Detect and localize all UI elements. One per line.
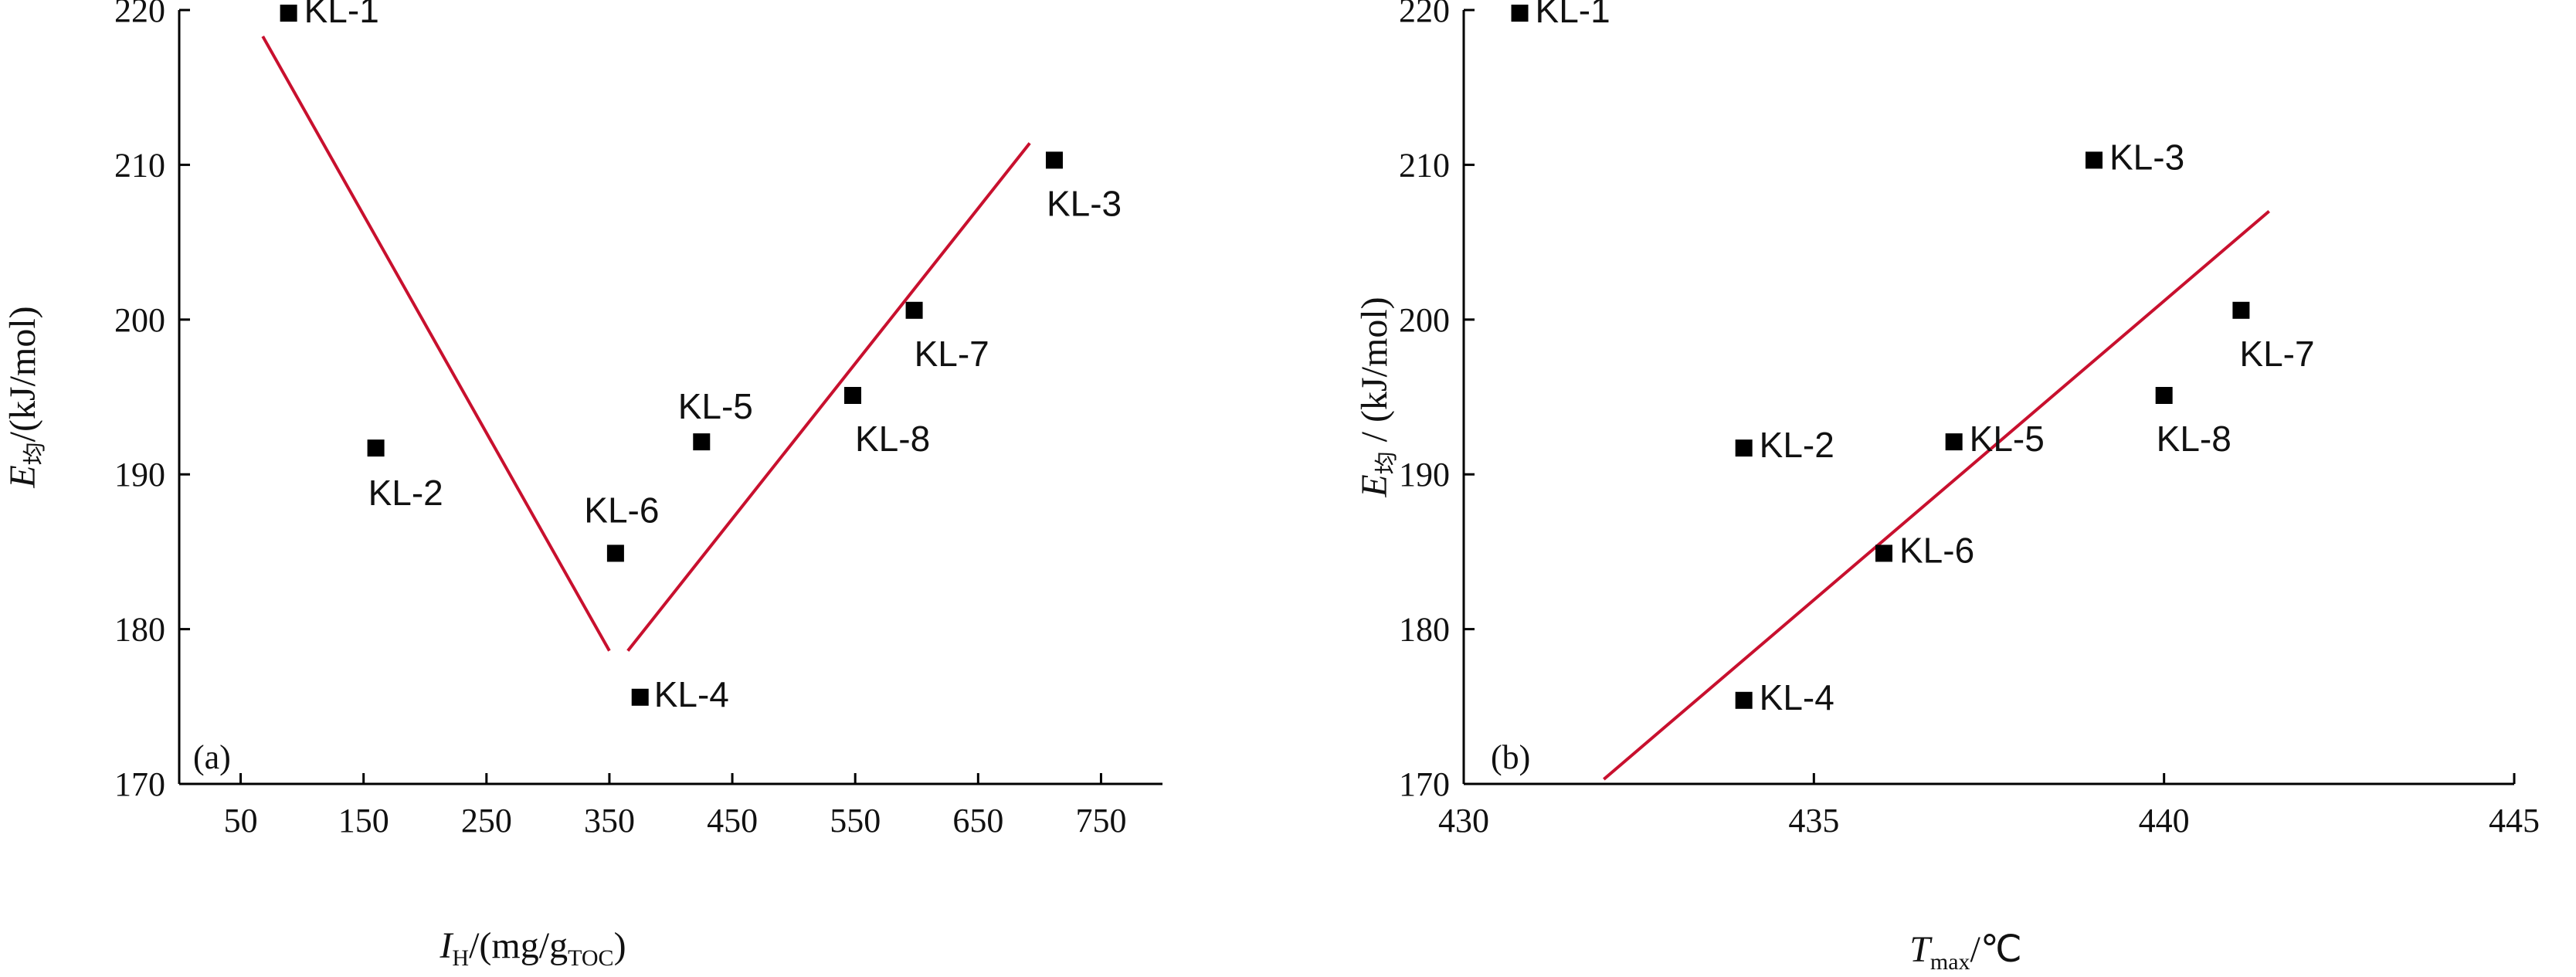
panel-tag: (b) bbox=[1491, 738, 1530, 776]
data-point-kl-3 bbox=[1045, 151, 1063, 169]
point-label-kl-4: KL-4 bbox=[1760, 677, 1834, 717]
x-tick-label: 550 bbox=[830, 802, 881, 840]
data-point-kl-6 bbox=[1875, 544, 1892, 562]
y-tick-label: 180 bbox=[1399, 611, 1450, 649]
x-tick-label: 435 bbox=[1788, 802, 1839, 840]
data-point-kl-2 bbox=[1735, 439, 1753, 457]
fit-line bbox=[1603, 209, 2270, 781]
data-point-kl-4 bbox=[631, 688, 649, 706]
point-label-kl-3: KL-3 bbox=[2109, 137, 2184, 177]
y-tick-label: 220 bbox=[114, 0, 165, 29]
point-label-kl-8: KL-8 bbox=[855, 419, 930, 459]
data-point-kl-7 bbox=[905, 301, 923, 319]
point-label-kl-1: KL-1 bbox=[304, 0, 379, 30]
fit-line bbox=[261, 36, 611, 652]
data-point-kl-8 bbox=[844, 386, 862, 404]
point-label-kl-7: KL-7 bbox=[2239, 334, 2314, 374]
y-tick-label: 190 bbox=[114, 456, 165, 494]
fit-line bbox=[626, 142, 1031, 652]
x-axis-title: IH/(mg/gTOC) bbox=[439, 925, 626, 971]
x-axis-title: Tmax/℃ bbox=[1909, 929, 2022, 975]
y-tick-label: 210 bbox=[114, 146, 165, 184]
x-tick-label: 250 bbox=[461, 802, 512, 840]
point-label-kl-6: KL-6 bbox=[584, 490, 659, 530]
data-point-kl-1 bbox=[280, 5, 297, 22]
y-axis-title: E均 / (kJ/mol) bbox=[1354, 297, 1400, 497]
point-label-kl-2: KL-2 bbox=[368, 473, 443, 513]
panel-b-chart: 170 180 190 200 210 220 430 435 440 445 KL-1 KL-3 KL… bbox=[1354, 0, 2540, 975]
x-tick-label: 350 bbox=[584, 802, 635, 840]
point-label-kl-2: KL-2 bbox=[1760, 425, 1834, 465]
y-tick-label: 170 bbox=[1399, 765, 1450, 803]
point-label-kl-5: KL-5 bbox=[1970, 419, 2045, 459]
data-point-kl-7 bbox=[2232, 301, 2250, 319]
y-tick-label: 220 bbox=[1399, 0, 1450, 29]
x-tick-label: 750 bbox=[1075, 802, 1126, 840]
point-label-kl-4: KL-4 bbox=[654, 674, 729, 714]
panel-a-chart: 170 180 190 200 210 220 50 150 250 350 450 550 650 75… bbox=[2, 0, 1162, 971]
y-tick-label: 210 bbox=[1399, 146, 1450, 184]
x-tick-label: 150 bbox=[338, 802, 389, 840]
data-point-kl-6 bbox=[606, 544, 624, 562]
data-point-kl-5 bbox=[693, 433, 711, 451]
x-tick-label: 450 bbox=[707, 802, 758, 840]
x-tick-label: 445 bbox=[2489, 802, 2540, 840]
panel-tag: (a) bbox=[193, 738, 231, 776]
point-label-kl-7: KL-7 bbox=[915, 334, 989, 374]
point-label-kl-6: KL-6 bbox=[1899, 530, 1974, 570]
point-label-kl-8: KL-8 bbox=[2157, 419, 2232, 459]
x-tick-label: 50 bbox=[224, 802, 258, 840]
data-point-kl-5 bbox=[1945, 433, 1963, 451]
data-point-kl-3 bbox=[2086, 151, 2103, 169]
y-tick-label: 200 bbox=[114, 301, 165, 339]
point-label-kl-5: KL-5 bbox=[678, 386, 753, 426]
point-label-kl-3: KL-3 bbox=[1047, 183, 1122, 223]
x-tick-label: 440 bbox=[2139, 802, 2190, 840]
x-tick-label: 650 bbox=[952, 802, 1003, 840]
point-label-kl-1: KL-1 bbox=[1536, 0, 1610, 30]
data-point-kl-1 bbox=[1511, 5, 1529, 22]
x-tick-label: 430 bbox=[1438, 802, 1489, 840]
y-axis-title: E均/(kJ/mol) bbox=[2, 306, 48, 488]
data-point-kl-4 bbox=[1735, 691, 1753, 709]
data-point-kl-8 bbox=[2155, 386, 2173, 404]
y-tick-label: 170 bbox=[114, 765, 165, 803]
data-point-kl-2 bbox=[367, 439, 385, 457]
y-tick-label: 200 bbox=[1399, 301, 1450, 339]
y-tick-label: 180 bbox=[114, 611, 165, 649]
y-tick-label: 190 bbox=[1399, 456, 1450, 494]
